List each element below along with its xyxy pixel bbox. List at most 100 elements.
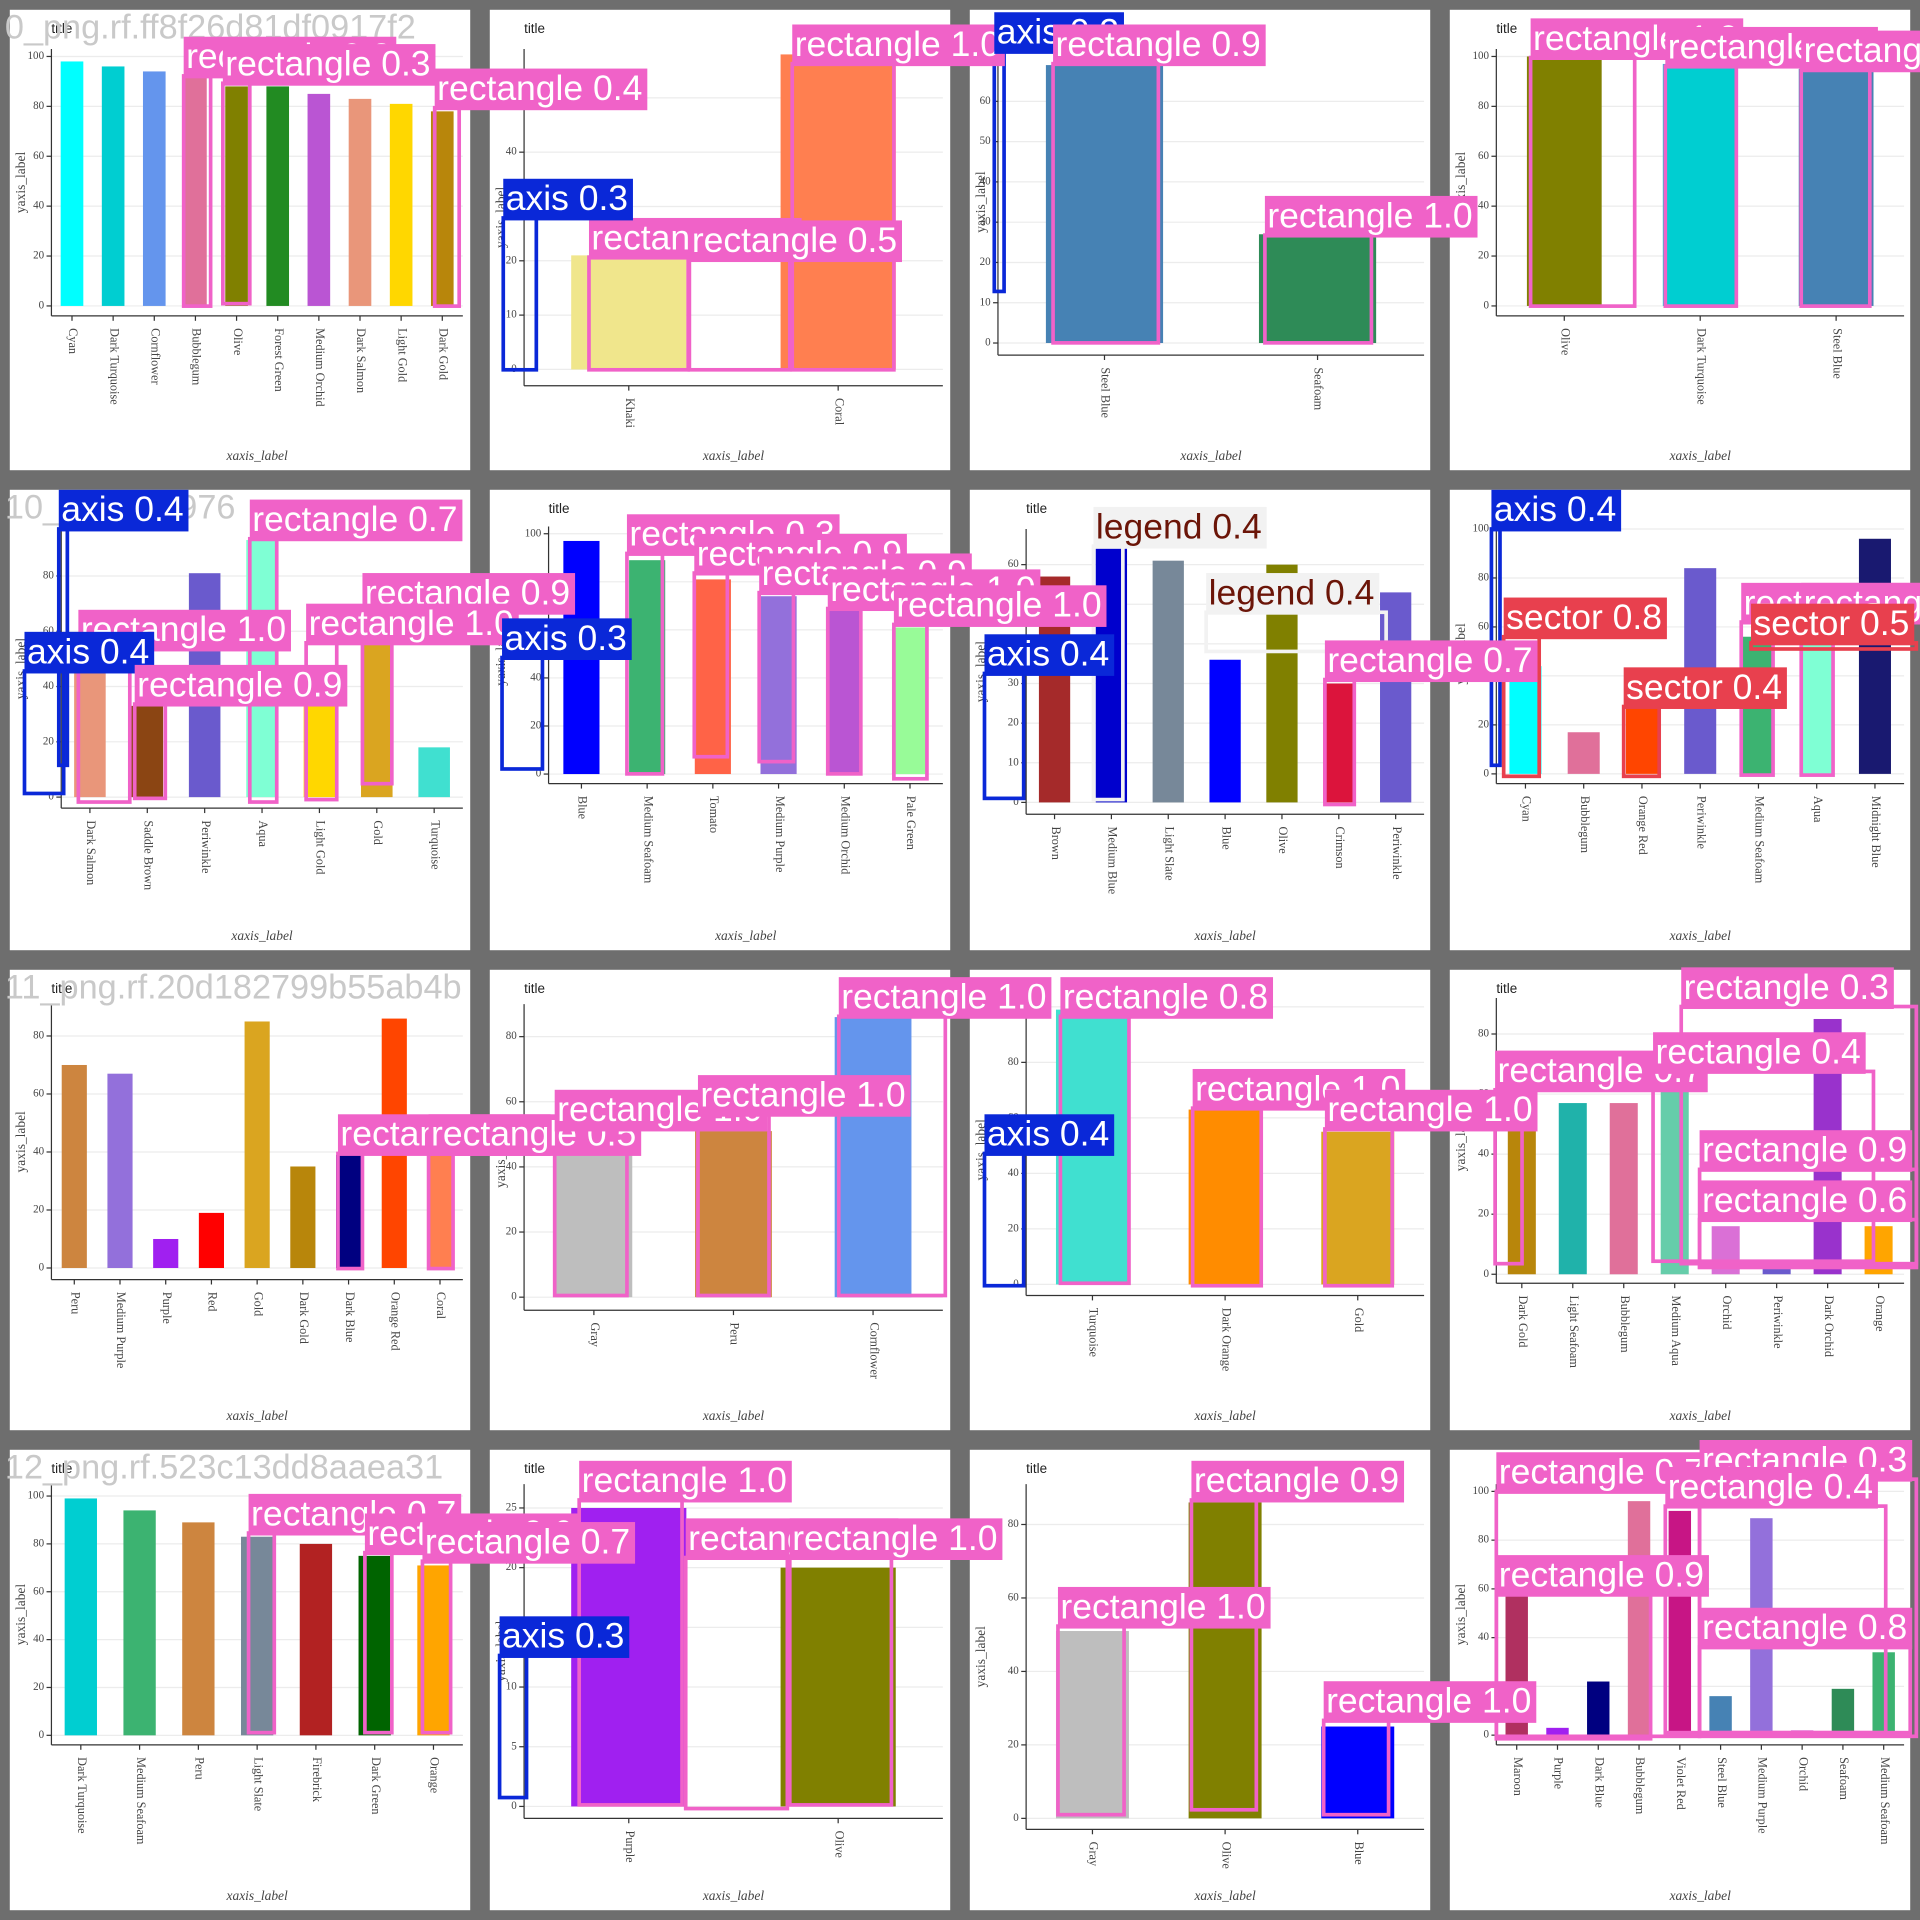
x-axis-label: xaxis_label bbox=[1669, 1888, 1732, 1903]
x-tick-label: Violet Red bbox=[1674, 1757, 1688, 1810]
y-tick-label: 0 bbox=[1013, 1812, 1019, 1824]
y-tick-label: 40 bbox=[506, 146, 518, 158]
x-tick-label: Blue bbox=[576, 796, 590, 819]
detection-label: rectangle 1.0 bbox=[1267, 195, 1472, 235]
x-tick-label: Light Seafoam bbox=[1567, 1296, 1581, 1369]
x-tick-label: Gold bbox=[251, 1292, 265, 1316]
detection-label-bg bbox=[1681, 967, 1894, 1009]
y-tick-label: 30 bbox=[1008, 677, 1020, 689]
x-tick-label: Medium Aqua bbox=[1669, 1296, 1683, 1367]
x-tick-label: Dark Orange bbox=[1219, 1308, 1233, 1372]
bar bbox=[142, 71, 166, 306]
x-tick-label: Dark Orchid bbox=[1822, 1296, 1836, 1357]
x-tick-label: Gray bbox=[588, 1322, 602, 1347]
chart-title: title bbox=[51, 21, 72, 36]
y-tick-label: 80 bbox=[1478, 1028, 1490, 1040]
bar bbox=[182, 1522, 215, 1736]
detection-label: rectangle 0.4 bbox=[437, 68, 642, 108]
bar bbox=[290, 1166, 316, 1268]
x-tick-label: Dark Salmon bbox=[84, 820, 98, 885]
detection-label: rectangle 0.9 bbox=[1056, 24, 1261, 64]
detection-label: rectangle 0.9 bbox=[137, 664, 342, 704]
y-tick-label: 80 bbox=[1478, 100, 1490, 112]
detection-label-bg bbox=[1653, 1032, 1866, 1074]
x-tick-label: Olive bbox=[832, 1831, 846, 1858]
y-tick-label: 0 bbox=[511, 1291, 517, 1303]
detection-label: rectangle 0.4 bbox=[1656, 1032, 1861, 1072]
detection-label-bg bbox=[1801, 30, 1920, 73]
bar bbox=[266, 86, 290, 306]
y-tick-label: 10 bbox=[1008, 756, 1020, 768]
bar bbox=[1858, 538, 1891, 774]
x-tick-label: Medium Seafoam bbox=[641, 796, 655, 884]
bar bbox=[1526, 56, 1602, 306]
y-tick-label: 0 bbox=[39, 299, 45, 311]
bar bbox=[427, 1149, 453, 1268]
y-tick-label: 20 bbox=[1478, 1208, 1490, 1220]
y-tick-label: 80 bbox=[1008, 1518, 1020, 1530]
y-tick-label: 100 bbox=[28, 1490, 45, 1502]
y-tick-label: 100 bbox=[525, 527, 542, 539]
x-tick-label: Dark Gold bbox=[1516, 1296, 1530, 1348]
x-tick-label: Dark Gold bbox=[436, 328, 450, 380]
bar bbox=[1188, 1502, 1262, 1819]
detection-label: rectangle 0.8 bbox=[1702, 1607, 1907, 1647]
x-tick-label: Dark Turquoise bbox=[1694, 328, 1708, 404]
bar bbox=[299, 1543, 333, 1736]
y-tick-label: 0 bbox=[536, 768, 542, 780]
y-tick-label: 20 bbox=[506, 254, 518, 266]
x-tick-label: Tomato bbox=[707, 796, 721, 833]
x-tick-label: Peru bbox=[68, 1292, 82, 1314]
bar bbox=[64, 1498, 97, 1736]
bar bbox=[1055, 1631, 1129, 1819]
detection-label: sector 0.8 bbox=[1506, 597, 1662, 637]
detection-label-bg bbox=[1751, 603, 1915, 646]
detection-label-bg bbox=[1191, 1460, 1405, 1503]
detection-label-bg bbox=[1324, 640, 1538, 683]
bar bbox=[1662, 63, 1738, 306]
y-tick-label: 20 bbox=[530, 720, 542, 732]
bar bbox=[1323, 683, 1355, 803]
detection-label-bg bbox=[1057, 1586, 1271, 1629]
y-tick-label: 80 bbox=[43, 570, 55, 582]
bar bbox=[1188, 1109, 1262, 1285]
y-tick-label: 60 bbox=[1008, 558, 1020, 570]
y-tick-label: 20 bbox=[1478, 718, 1490, 730]
bar bbox=[1558, 1103, 1587, 1275]
bar bbox=[695, 1131, 772, 1298]
bar bbox=[131, 705, 164, 798]
bar bbox=[891, 627, 929, 775]
bar bbox=[1800, 636, 1833, 774]
x-tick-label: Gold bbox=[1352, 1308, 1366, 1332]
x-tick-label: Orange Red bbox=[1636, 796, 1650, 855]
chart-title: title bbox=[524, 21, 545, 36]
y-tick-label: 0 bbox=[1483, 767, 1489, 779]
x-tick-label: Steel Blue bbox=[1830, 328, 1844, 379]
x-tick-label: Turquoise bbox=[428, 820, 442, 869]
x-tick-label: Aqua bbox=[256, 820, 270, 847]
y-tick-label: 80 bbox=[1478, 571, 1490, 583]
y-tick-label: 40 bbox=[43, 680, 55, 692]
x-tick-label: Olive bbox=[1219, 1842, 1233, 1869]
x-axis-label: xaxis_label bbox=[1669, 448, 1732, 463]
x-tick-label: Orange bbox=[428, 1757, 442, 1793]
detection-label-bg bbox=[1699, 1180, 1913, 1223]
y-tick-label: 100 bbox=[1472, 523, 1489, 535]
detection-label-bg bbox=[1093, 506, 1267, 549]
x-axis-label: xaxis_label bbox=[230, 928, 293, 943]
x-axis-label: xaxis_label bbox=[1669, 1408, 1732, 1423]
x-tick-label: Medium Seafoam bbox=[1878, 1757, 1892, 1845]
x-tick-label: Purple bbox=[623, 1831, 637, 1863]
bar bbox=[826, 610, 863, 775]
x-tick-label: Periwinkle bbox=[199, 820, 213, 873]
y-tick-label: 20 bbox=[980, 256, 992, 268]
detection-label: rectangle 0.7 bbox=[425, 1521, 630, 1561]
bar bbox=[834, 1017, 912, 1298]
detection-label-bg bbox=[893, 585, 1107, 627]
x-tick-label: Steel Blue bbox=[1099, 367, 1113, 418]
x-axis-label: xaxis_label bbox=[226, 1888, 289, 1903]
detection-label: rectangle 1.0 bbox=[700, 1075, 905, 1115]
y-tick-label: 60 bbox=[1478, 1582, 1490, 1594]
x-axis-label: xaxis_label bbox=[226, 1408, 289, 1423]
detection-label-bg bbox=[249, 499, 463, 542]
